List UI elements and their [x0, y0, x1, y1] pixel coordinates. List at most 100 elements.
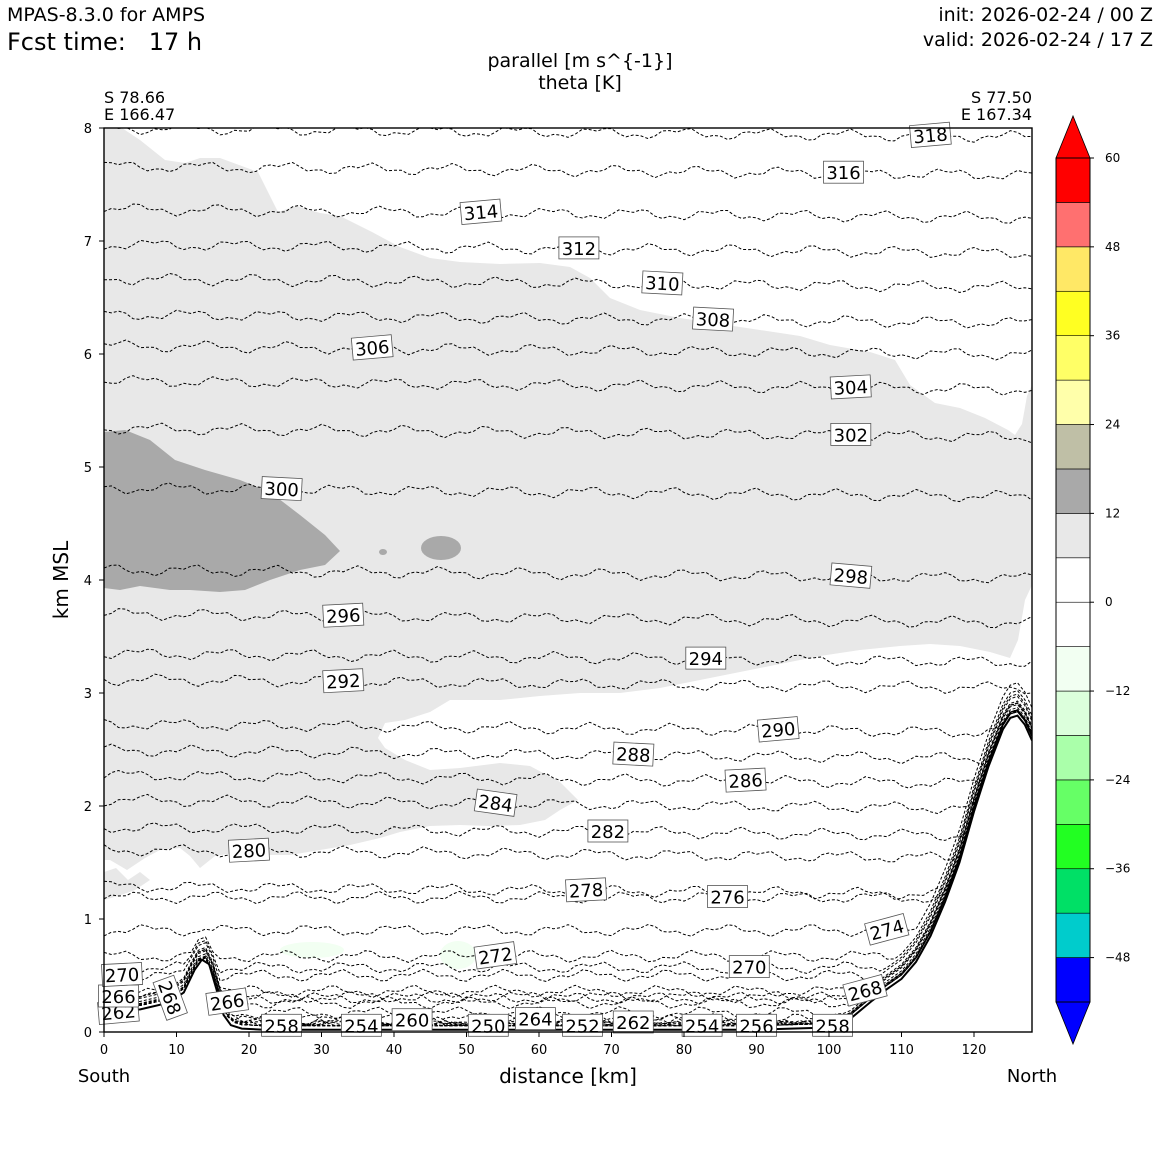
wind-shade-dark-blob: [421, 536, 461, 560]
theta-contour-line: [104, 272, 1032, 294]
x-tick-label: 10: [168, 1043, 185, 1058]
theta-label: 272: [473, 941, 518, 970]
theta-label-text: 250: [471, 1016, 505, 1037]
theta-label-box: [830, 422, 872, 446]
theta-label-text: 302: [834, 425, 868, 446]
wind-shade-dark-dot: [379, 549, 387, 555]
theta-label-box: [205, 987, 249, 1016]
theta-label-box: [565, 877, 608, 903]
theta-label-box: [842, 974, 888, 1007]
colorbar-segment: [1055, 912, 1091, 958]
theta-label-text: 288: [616, 744, 651, 767]
wind-shade-light-sliver: [104, 868, 150, 900]
theta-label-box: [612, 741, 655, 767]
x-tick-label: 80: [676, 1043, 693, 1058]
theta-contour-line: [104, 422, 1032, 444]
chart-subtitle: theta [K]: [538, 72, 622, 94]
colorbar-segment: [1055, 868, 1091, 914]
theta-label-text: 282: [591, 822, 625, 843]
theta-label-box: [558, 236, 600, 260]
chart-title: parallel [m s^{-1}]: [487, 50, 672, 72]
theta-label-text: 298: [833, 565, 869, 589]
theta-label-box: [515, 1007, 556, 1030]
theta-label-text: 262: [616, 1013, 650, 1034]
colorbar-extend-high: [1055, 114, 1091, 159]
theta-label: 302: [830, 422, 872, 446]
colorbar-segment: [1055, 157, 1091, 203]
x-tick-label: 0: [100, 1043, 108, 1058]
theta-label: 314: [459, 198, 503, 225]
theta-label-box: [641, 270, 684, 296]
theta-label: 276: [707, 885, 748, 909]
colorbar-segment: [1055, 735, 1091, 781]
theta-label-box: [829, 374, 872, 400]
theta-label: 270: [728, 955, 770, 979]
theta-label-box: [340, 1013, 382, 1037]
colorbar-segment: [1055, 779, 1091, 825]
theta-label: 266: [205, 987, 249, 1016]
theta-label: 304: [829, 374, 872, 400]
theta-contour-line: [104, 564, 1032, 584]
theta-label-box: [227, 837, 270, 863]
x-tick-label: 40: [386, 1043, 403, 1058]
theta-label-box: [612, 1010, 654, 1034]
colorbar-tick-label: 60: [1105, 151, 1120, 165]
theta-label-text: 286: [728, 770, 763, 793]
left-lat-label: S 78.66: [104, 88, 165, 107]
theta-label-box: [681, 1013, 723, 1037]
theta-label-box: [685, 646, 727, 670]
theta-label-text: 276: [710, 888, 744, 909]
forecast-time-value: 17 h: [148, 28, 203, 56]
theta-label: 282: [587, 819, 629, 843]
colorbar-tick-label: −24: [1105, 773, 1130, 787]
forecast-time-label: Fcst time:: [7, 28, 126, 56]
theta-label: 264: [515, 1007, 556, 1031]
theta-label-box: [391, 1008, 433, 1032]
theta-label-text: 254: [344, 1016, 378, 1037]
y-tick-label: 1: [84, 913, 92, 928]
terrain-layer: [104, 714, 1032, 1031]
theta-label: 254: [340, 1013, 382, 1037]
x-tick-label: 70: [603, 1043, 620, 1058]
theta-label-box: [756, 716, 800, 743]
colorbar-segment: [1055, 379, 1091, 425]
x-tick-label: 110: [889, 1043, 914, 1058]
theta-contour-line: [104, 673, 1032, 695]
theta-contour-line: [104, 702, 1032, 1005]
y-axis-label: km MSL: [49, 540, 73, 619]
valid-time: valid: 2026-02-24 / 17 Z: [922, 29, 1153, 51]
theta-label-text: 318: [913, 124, 949, 148]
theta-contour-line: [113, 128, 1032, 143]
theta-label: 296: [322, 602, 365, 628]
theta-label: 300: [260, 476, 303, 501]
theta-label: 286: [724, 767, 767, 793]
theta-label-text: 310: [645, 273, 680, 296]
theta-contour-line: [104, 161, 1032, 180]
theta-label-text: 296: [326, 605, 361, 628]
theta-label: 312: [558, 236, 600, 260]
theta-label-text: 272: [477, 944, 514, 970]
colorbar-segment: [1055, 202, 1091, 248]
colorbar-frame: [1055, 157, 1091, 1003]
theta-label-box: [724, 767, 767, 793]
theta-contour-line: [104, 700, 1032, 999]
theta-label: 316: [823, 160, 864, 184]
theta-label-text: 312: [562, 239, 596, 260]
theta-label: 260: [391, 1008, 433, 1032]
theta-label: 288: [612, 741, 655, 767]
theta-label-box: [467, 1013, 509, 1037]
theta-label-text: 308: [695, 309, 730, 332]
theta-contour-line: [104, 482, 1032, 503]
left-lon-label: E 166.47: [104, 105, 175, 124]
wind-shade-dark: [104, 430, 340, 592]
theta-label-text: 270: [732, 958, 766, 979]
theta-label: 262: [612, 1010, 654, 1034]
theta-label: 318: [909, 121, 952, 148]
y-tick-label: 4: [84, 574, 92, 589]
left-direction-label: South: [78, 1066, 130, 1087]
colorbar-segment: [1055, 290, 1091, 336]
theta-label: 310: [641, 270, 684, 296]
theta-label: 294: [685, 646, 727, 670]
theta-label-text: 258: [815, 1016, 849, 1037]
